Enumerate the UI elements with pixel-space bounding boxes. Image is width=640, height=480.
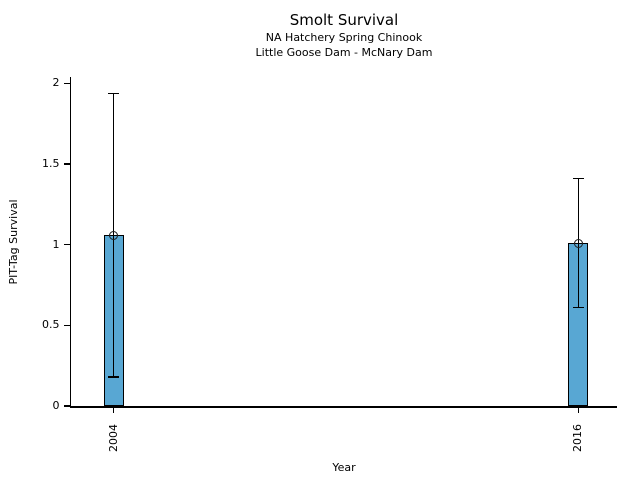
chart-subtitle-line2: Little Goose Dam - McNary Dam	[255, 46, 433, 59]
x-axis-label: Year	[332, 461, 356, 474]
y-tick-label: 0.5	[42, 318, 60, 332]
y-tick-mark	[63, 244, 70, 246]
error-bar-cap-top	[572, 178, 584, 180]
y-tick-mark	[63, 163, 70, 165]
data-point-marker	[109, 230, 119, 240]
y-tick-label: 2	[52, 76, 60, 90]
error-bar-cap-top	[108, 92, 120, 94]
x-axis-spine	[69, 406, 617, 408]
y-tick-label: 0	[52, 399, 60, 412]
y-axis-spine	[69, 77, 71, 408]
y-tick-mark	[63, 405, 70, 407]
error-bar-cap-bottom	[108, 376, 120, 378]
y-tick-mark	[63, 82, 70, 85]
y-tick-label: 1	[52, 237, 60, 251]
x-tick-mark	[577, 407, 579, 413]
x-tick-label: 2016	[571, 424, 585, 452]
chart-subtitle-line1: NA Hatchery Spring Chinook	[265, 31, 423, 44]
data-point-marker	[573, 238, 583, 248]
error-bar-cap-bottom	[572, 307, 584, 309]
y-tick-mark	[63, 324, 70, 326]
y-tick-label: 1.5	[42, 157, 60, 171]
chart-title: Smolt Survival	[289, 11, 399, 29]
x-tick-mark	[112, 407, 115, 413]
x-tick-label: 2004	[106, 424, 120, 452]
